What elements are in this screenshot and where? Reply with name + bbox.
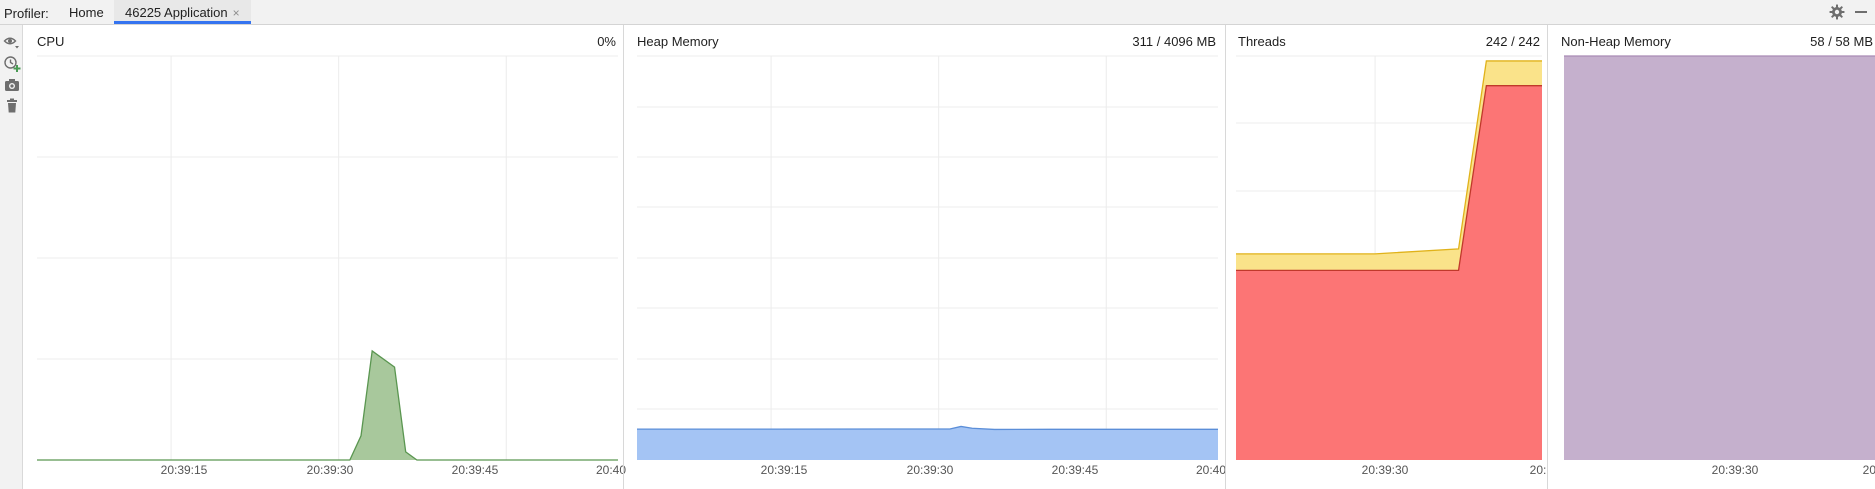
non-heap-memory-chart: 20:39:30 20: [1564, 55, 1875, 477]
non-heap-memory-value: 58 / 58 MB [1810, 34, 1873, 49]
non-heap-area [1564, 56, 1875, 460]
x-tick-label: 20:40 [1196, 463, 1226, 477]
x-tick-label: 20:39:15 [161, 463, 208, 477]
tab-home-label: Home [69, 5, 104, 20]
heap-memory-value: 311 / 4096 MB [1132, 34, 1216, 49]
trash-icon[interactable] [3, 97, 21, 115]
settings-gear-icon[interactable] [1828, 3, 1846, 21]
x-tick-label: 20:39:30 [307, 463, 354, 477]
tab-home[interactable]: Home [58, 0, 115, 24]
cpu-chart-panel: 20:39:15 20:39:30 20:39:45 20:40 CPU 0% [29, 25, 626, 489]
x-tick-label: 20:40 [596, 463, 626, 477]
cpu-line [37, 349, 618, 461]
panel-divider [1547, 25, 1548, 489]
profiler-side-toolbar [0, 25, 23, 489]
non-heap-memory-title: Non-Heap Memory [1561, 34, 1671, 49]
heap-memory-chart-panel: 20:39:15 20:39:30 20:39:45 20:40 Heap Memor… [629, 25, 1226, 489]
heap-area [637, 426, 1218, 460]
x-tick-label: 20:39:15 [761, 463, 808, 477]
cpu-sample-icon[interactable] [3, 55, 21, 73]
x-tick-label: 20:39:45 [1052, 463, 1099, 477]
x-tick-label: 20:39:30 [1712, 463, 1759, 477]
panel-divider [1225, 25, 1226, 489]
panel-divider [623, 25, 624, 489]
threads-total-line [1236, 60, 1542, 255]
heap-line [637, 425, 1218, 431]
cpu-value: 0% [597, 34, 616, 49]
x-tick-label: 20:39:30 [907, 463, 954, 477]
heap-memory-title: Heap Memory [637, 34, 719, 49]
threads-title: Threads [1238, 34, 1286, 49]
close-tab-icon[interactable]: × [232, 6, 240, 20]
x-tick-label: 20: [1530, 463, 1547, 477]
heap-memory-chart: 20:39:15 20:39:30 20:39:45 20:40 [637, 55, 1226, 477]
eye-icon[interactable] [3, 33, 21, 51]
profiler-label: Profiler: [4, 6, 49, 21]
threads-chart: 20:39:30 20: [1236, 55, 1546, 477]
threads-chart-panel: 20:39:30 20: Threads 242 / 242 [1230, 25, 1546, 489]
cpu-area [37, 350, 618, 460]
cpu-chart: 20:39:15 20:39:30 20:39:45 20:40 [37, 55, 626, 477]
threads-value: 242 / 242 [1485, 34, 1540, 49]
profiler-tab-bar: Profiler: Home 46225 Application × [0, 0, 1875, 25]
tab-application[interactable]: 46225 Application × [114, 0, 251, 24]
x-tick-label: 20: [1863, 463, 1875, 477]
x-tick-label: 20:39:30 [1362, 463, 1409, 477]
non-heap-memory-chart-panel: 20:39:30 20: Non-Heap Memory 58 / 58 MB [1553, 25, 1875, 489]
threads-live-line [1236, 85, 1542, 272]
x-tick-label: 20:39:45 [452, 463, 499, 477]
tab-application-label: 46225 Application [125, 5, 228, 20]
threads-live-area [1236, 85, 1542, 460]
cpu-title: CPU [37, 34, 65, 49]
camera-icon[interactable] [3, 76, 21, 94]
minimize-icon[interactable] [1852, 3, 1870, 21]
